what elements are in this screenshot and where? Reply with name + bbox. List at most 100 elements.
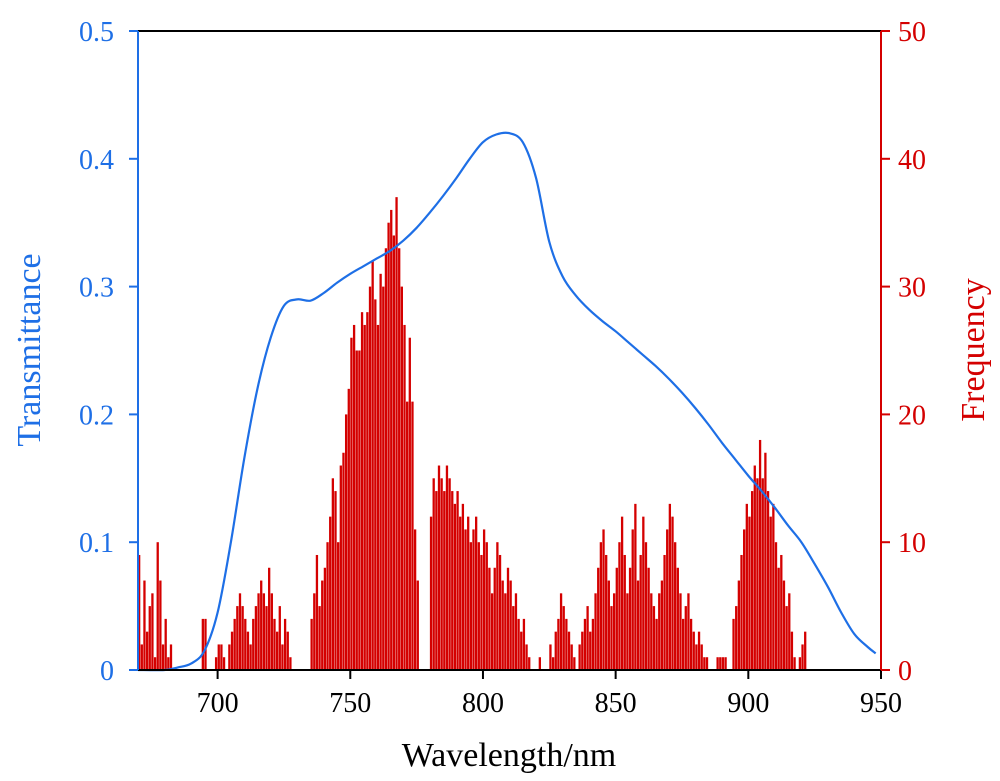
frequency-bar [647,567,650,670]
frequency-bar [689,618,693,670]
frequency-bar [159,580,162,670]
frequency-bar [148,606,151,670]
left-y-tick-label: 0.3 [79,273,114,304]
frequency-bar [289,657,292,670]
right-y-tick-label: 0 [898,656,912,687]
frequency-bar [265,606,268,670]
frequency-bar [599,542,603,670]
frequency-bar [493,567,496,670]
frequency-bar [774,542,778,670]
left-y-tick-label: 0.1 [79,528,114,559]
frequency-bar [790,631,794,670]
frequency-bar [374,299,377,670]
frequency-bar [782,580,786,670]
frequency-bar [214,657,218,670]
frequency-bar [681,618,685,670]
frequency-bar [270,593,273,670]
frequency-bar [490,593,494,670]
frequency-bar [480,554,483,670]
frequency-bar [406,401,409,670]
frequency-bar [589,631,592,670]
frequency-bar [339,465,342,670]
frequency-bar [260,580,263,670]
frequency-bar [453,503,457,670]
frequency-bar [217,644,220,670]
frequency-bar [602,529,605,670]
frequency-bar [488,567,491,670]
frequency-bar [610,606,613,670]
frequency-bar [724,657,727,670]
frequency-bar [658,593,661,670]
frequency-bar [578,644,581,670]
frequency-bar [153,657,157,670]
frequency-bar [329,516,332,670]
frequency-bar [655,618,658,670]
frequency-bar [443,491,446,670]
x-tick-label: 950 [860,688,902,719]
frequency-bar [620,516,624,670]
frequency-bar [549,644,552,670]
right-y-tick-label: 40 [898,145,926,176]
frequency-bar [228,644,231,670]
frequency-bar [639,554,642,670]
frequency-bar [416,580,419,670]
frequency-bar [761,478,764,670]
frequency-bar [360,312,364,670]
right-y-tick-label: 50 [898,17,926,48]
frequency-bar [390,209,393,671]
frequency-bar [169,644,173,670]
right-y-tick-label: 20 [898,400,926,431]
frequency-bar [514,593,518,670]
frequency-bar [644,542,648,670]
left-y-tick-label: 0.4 [79,145,114,176]
frequency-bar [506,567,510,670]
frequency-bar [164,618,167,670]
frequency-bar [244,618,247,670]
frequency-bar [798,657,802,670]
frequency-bar [642,516,645,670]
frequency-bar [395,197,398,670]
frequency-bar [283,618,287,670]
x-axis-title: Wavelength/nm [402,737,616,774]
frequency-bar [753,465,756,670]
frequency-bar [161,644,165,670]
frequency-bar [525,644,528,670]
frequency-bar [687,593,690,670]
frequency-bar [668,503,672,670]
frequency-bar [605,554,608,670]
frequency-bar [451,491,454,670]
frequency-bar [429,516,433,670]
frequency-bar [573,657,576,670]
frequency-bar [567,631,571,670]
frequency-bar [557,618,560,670]
frequency-bar [785,606,788,670]
frequency-bar [138,554,141,670]
right-y-axis-title: Frequency [955,278,992,422]
frequency-bar [676,567,679,670]
frequency-bar [318,606,321,670]
frequency-bar [238,593,242,670]
frequency-bar [387,222,390,670]
frequency-bar [482,529,486,670]
frequency-bar [249,644,252,670]
x-tick-label: 850 [595,688,637,719]
frequency-bar [559,593,563,670]
frequency-bar [275,631,279,670]
frequency-bar [703,657,706,670]
frequency-bar [350,337,353,670]
frequency-bar [748,516,751,670]
frequency-bar [315,554,319,670]
x-tick-label: 800 [462,688,504,719]
frequency-bar [758,439,762,670]
frequency-bar [140,644,143,670]
frequency-bar [262,593,266,670]
frequency-bar [623,554,626,670]
frequency-bar [143,580,146,670]
frequency-bar [743,529,746,670]
frequency-bar [626,593,629,670]
frequency-bar [204,618,207,670]
frequency-bar [684,606,687,670]
ticks: 700 750 800 850 900 95000.10.20.30.40.5010203… [79,17,926,719]
frequency-bar [469,542,472,670]
